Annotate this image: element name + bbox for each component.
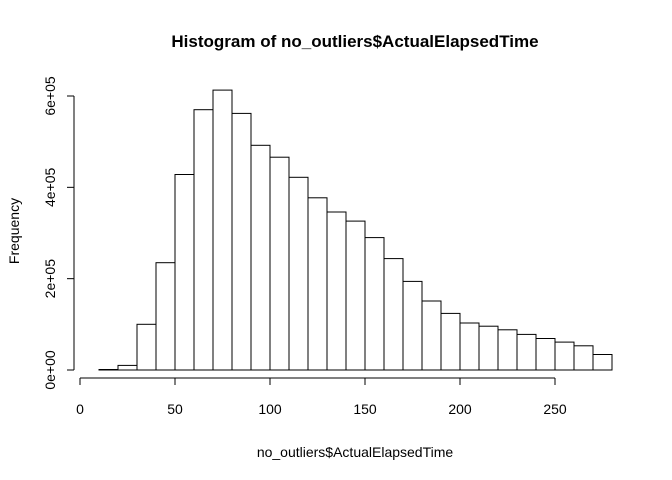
x-tick-label: 200 — [448, 401, 472, 417]
bars-group — [98, 89, 613, 371]
x-tick-label: 0 — [76, 401, 84, 417]
histogram-bar — [212, 89, 233, 371]
chart-title: Histogram of no_outliers$ActualElapsedTi… — [171, 32, 538, 51]
histogram-bar — [459, 322, 480, 371]
histogram-bar — [193, 109, 214, 371]
histogram-bar — [402, 280, 423, 371]
y-axis: 0e+00 2e+05 4e+05 6e+05 — [42, 76, 75, 390]
y-axis-label: Frequency — [6, 198, 22, 264]
y-tick-label: 2e+05 — [42, 259, 58, 299]
histogram-bar — [497, 329, 518, 371]
x-axis-label: no_outliers$ActualElapsedTime — [257, 444, 454, 460]
histogram-bar — [307, 197, 328, 371]
y-tick-label: 4e+05 — [42, 167, 58, 207]
histogram-bar — [250, 144, 271, 371]
x-tick-label: 100 — [258, 401, 282, 417]
histogram-bar — [288, 176, 309, 371]
histogram-bar — [155, 262, 176, 371]
histogram-bar — [174, 174, 195, 371]
x-tick-label: 50 — [167, 401, 183, 417]
histogram-bar — [269, 156, 290, 371]
histogram-bar — [421, 300, 442, 371]
y-tick-label: 6e+05 — [42, 76, 58, 116]
histogram-bar — [364, 237, 385, 371]
histogram-bar — [478, 325, 499, 371]
histogram-bar — [516, 333, 537, 371]
y-tick-label: 0e+00 — [42, 350, 58, 390]
histogram-bar — [231, 112, 252, 371]
histogram-bar — [345, 220, 366, 371]
histogram-bar — [592, 354, 613, 371]
histogram-bar — [573, 345, 594, 371]
histogram-bar — [535, 338, 556, 371]
histogram-bar — [326, 211, 347, 371]
histogram-bar — [440, 312, 461, 371]
histogram-bar — [383, 258, 404, 371]
histogram-bar — [136, 323, 157, 371]
histogram-bar — [117, 364, 138, 371]
x-tick-label: 250 — [543, 401, 567, 417]
x-tick-label: 150 — [353, 401, 377, 417]
histogram-bar — [98, 369, 119, 371]
histogram-bar — [554, 341, 575, 371]
x-axis: 0 50 100 150 200 250 — [76, 377, 567, 417]
